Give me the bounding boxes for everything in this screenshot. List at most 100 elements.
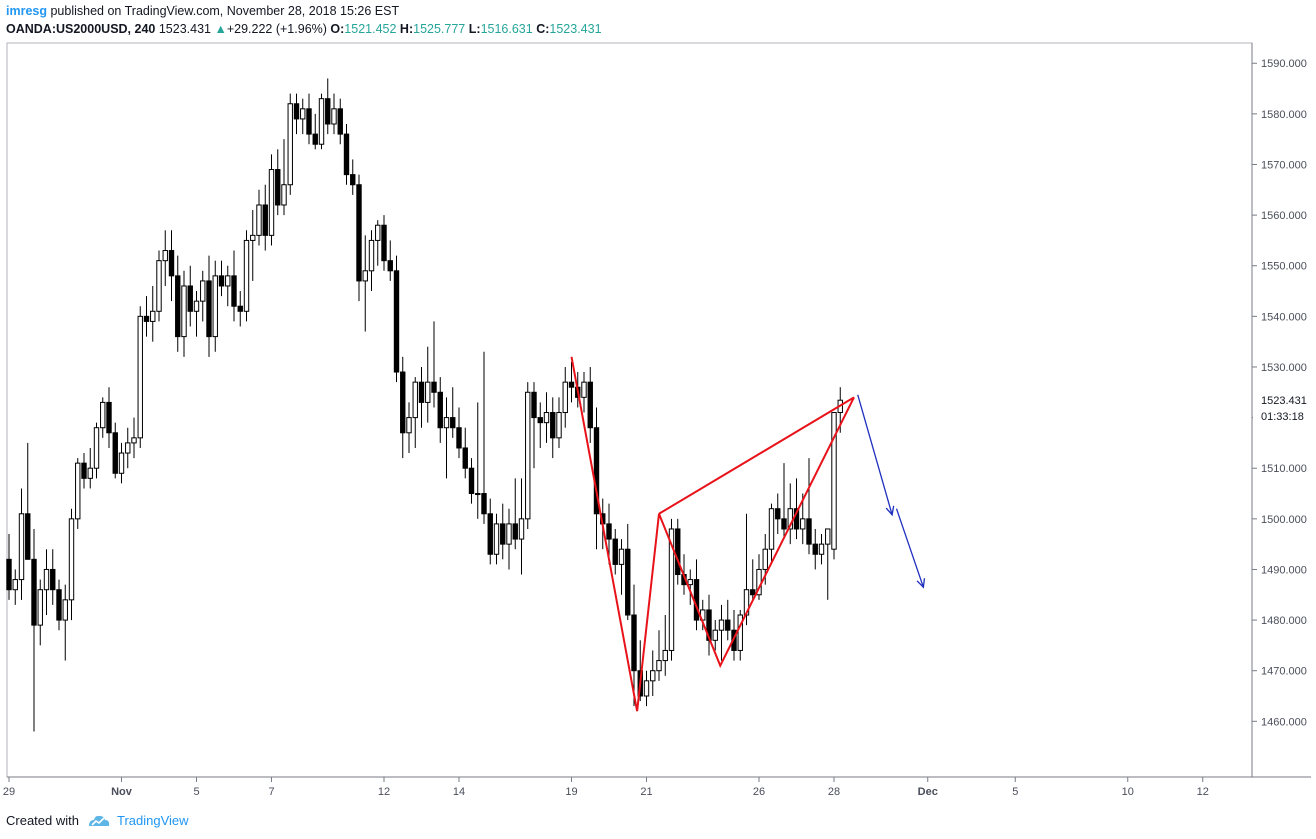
candle-body (106, 401, 112, 434)
candle-body (656, 660, 662, 672)
candle-body (243, 239, 250, 312)
y-tick-label: 1540.000 (1261, 311, 1307, 323)
created-with-text: Created with (6, 813, 79, 828)
candle-body (750, 589, 756, 596)
candle-body (268, 169, 275, 236)
candle-body (331, 108, 337, 125)
x-tick-label: 29 (3, 786, 15, 798)
candle-body (356, 184, 362, 282)
candle-body (462, 447, 468, 469)
candle-body (618, 548, 625, 565)
candle-body (181, 285, 187, 338)
forecast-arrowhead (916, 578, 926, 589)
y-tick-label: 1590.000 (1261, 58, 1307, 70)
candle-body (456, 427, 462, 449)
x-tick-label: 14 (453, 786, 465, 798)
candle-body (262, 204, 268, 236)
candle-body (81, 462, 87, 479)
author-link[interactable]: imresg (6, 4, 47, 18)
candle-body (431, 381, 437, 393)
last-price-box (1253, 391, 1311, 424)
forecast-arrow-line[interactable] (857, 394, 893, 515)
candle-body (200, 280, 206, 302)
y-tick-label: 1480.000 (1261, 615, 1307, 627)
x-tick-label: 5 (193, 786, 199, 798)
x-tick-label: Nov (111, 786, 133, 798)
candle-body (256, 204, 262, 236)
candle-body (350, 174, 356, 186)
candle-body (662, 649, 668, 662)
candle-body (150, 310, 156, 322)
candle-body (400, 371, 406, 434)
candle-body (762, 548, 768, 570)
candle-body (168, 250, 175, 277)
candle-body (556, 412, 562, 439)
candle-body (125, 442, 131, 454)
candle-body (137, 315, 143, 439)
candle-body (362, 270, 368, 282)
open-key: O: (330, 22, 345, 36)
candle-body (568, 381, 575, 388)
candle-body (250, 234, 256, 241)
candle-body (562, 381, 568, 414)
candle-body (187, 285, 193, 312)
y-tick-label: 1560.000 (1261, 210, 1307, 222)
published-text: published on TradingView.com, November 2… (50, 4, 400, 18)
candle-body (131, 437, 137, 444)
candle-body (625, 548, 631, 616)
candle-body (768, 508, 775, 550)
x-tick-label: 5 (1012, 786, 1018, 798)
candle-body (162, 250, 168, 262)
ohlc-legend: OANDA:US2000USD, 240 1523.431 ▲+29.222 (… (6, 22, 602, 36)
candle-body (37, 589, 43, 626)
candle-body (87, 467, 93, 479)
x-tick-label: 12 (1197, 786, 1209, 798)
candle-body (831, 412, 837, 550)
low-value: 1516.631 (480, 22, 533, 36)
candle-body (550, 412, 556, 439)
close-value: 1523.431 (549, 22, 602, 36)
candle-body (75, 462, 81, 520)
candle-body (443, 417, 450, 429)
tradingview-brand-link[interactable]: TradingView (116, 813, 189, 828)
candle-body (293, 103, 300, 120)
candle-body (112, 432, 118, 474)
candle-body (93, 427, 100, 469)
candle-body (725, 619, 731, 631)
candle-body (325, 98, 331, 125)
x-tick-label: 26 (753, 786, 765, 798)
candle-body (62, 599, 68, 621)
candle-body (275, 169, 281, 206)
candle-body (481, 493, 487, 515)
close-key: C: (536, 22, 550, 36)
high-value: 1525.777 (413, 22, 466, 36)
candle-body (406, 417, 412, 434)
change-value: +29.222 (+1.96%) (226, 22, 327, 36)
forecast-arrow-line[interactable] (895, 508, 924, 588)
last-price-label: 1523.431 (1261, 395, 1307, 407)
x-tick-label: 12 (378, 786, 390, 798)
candle-body (50, 568, 56, 591)
candle-body (412, 381, 418, 419)
candle-body (368, 239, 375, 272)
candle-body (156, 260, 162, 312)
candle-body (800, 518, 806, 530)
candle-body (418, 381, 425, 403)
candle-body (506, 523, 512, 545)
x-tick-label: 21 (640, 786, 652, 798)
y-tick-label: 1580.000 (1261, 109, 1307, 121)
candle-body (306, 108, 312, 135)
candle-body (118, 452, 125, 474)
candle-body (25, 513, 31, 560)
pattern-connector-line[interactable] (658, 396, 855, 515)
candle-body (593, 427, 600, 515)
candle-body (68, 518, 75, 601)
candle-body (237, 305, 243, 312)
candle-body (337, 108, 343, 135)
candle-body (525, 391, 531, 520)
candle-body (393, 270, 400, 373)
candle-body (775, 508, 781, 520)
y-tick-label: 1470.000 (1261, 666, 1307, 678)
y-tick-label: 1570.000 (1261, 159, 1307, 171)
